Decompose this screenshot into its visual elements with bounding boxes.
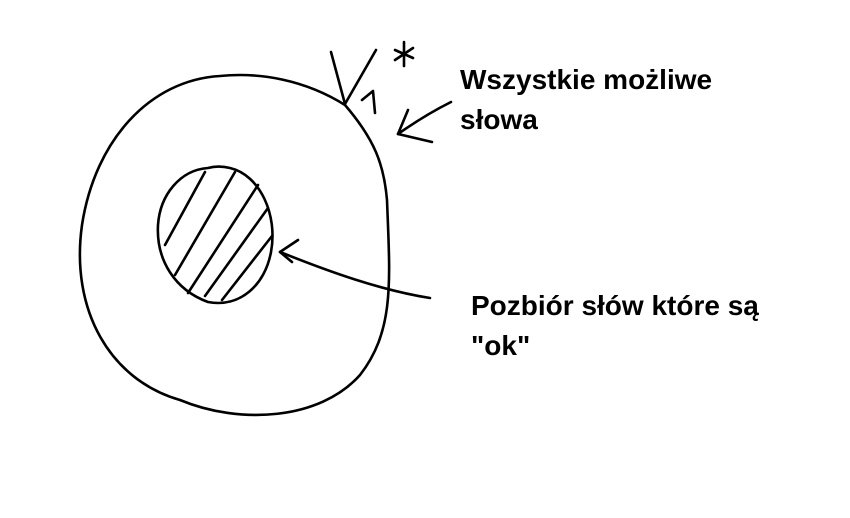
outer-set-circle xyxy=(78,73,391,417)
symbol-asterisk xyxy=(393,40,415,68)
symbol-subscript-1 xyxy=(360,89,377,115)
arrow-shaft xyxy=(278,250,432,300)
outer-set-label: Wszystkie możliwe słowa xyxy=(460,60,712,140)
hatch-line xyxy=(173,170,237,277)
outer-set-label-line-2: słowa xyxy=(460,104,538,135)
inner-set-label-line-2: "ok" xyxy=(471,330,531,361)
outer-set-label-line-1: Wszystkie możliwe xyxy=(460,64,713,95)
inner-set-hatching xyxy=(163,170,274,302)
outer-set-symbol xyxy=(329,40,415,115)
inner-set-circle xyxy=(156,165,274,305)
symbol-v xyxy=(329,48,378,106)
arrow-head xyxy=(396,108,434,144)
hatch-line xyxy=(163,170,207,247)
inner-set-arrow xyxy=(278,238,432,300)
hatch-line xyxy=(203,206,270,298)
hatch-line xyxy=(220,234,274,302)
inner-set-label-line-1: Pozbiór słów które są xyxy=(471,290,759,321)
hatch-line xyxy=(186,183,260,295)
inner-set-label: Pozbiór słów które są "ok" xyxy=(471,286,759,366)
arrow-shaft xyxy=(396,100,453,136)
arrow-head xyxy=(278,238,300,264)
outer-set-arrow xyxy=(396,100,453,144)
